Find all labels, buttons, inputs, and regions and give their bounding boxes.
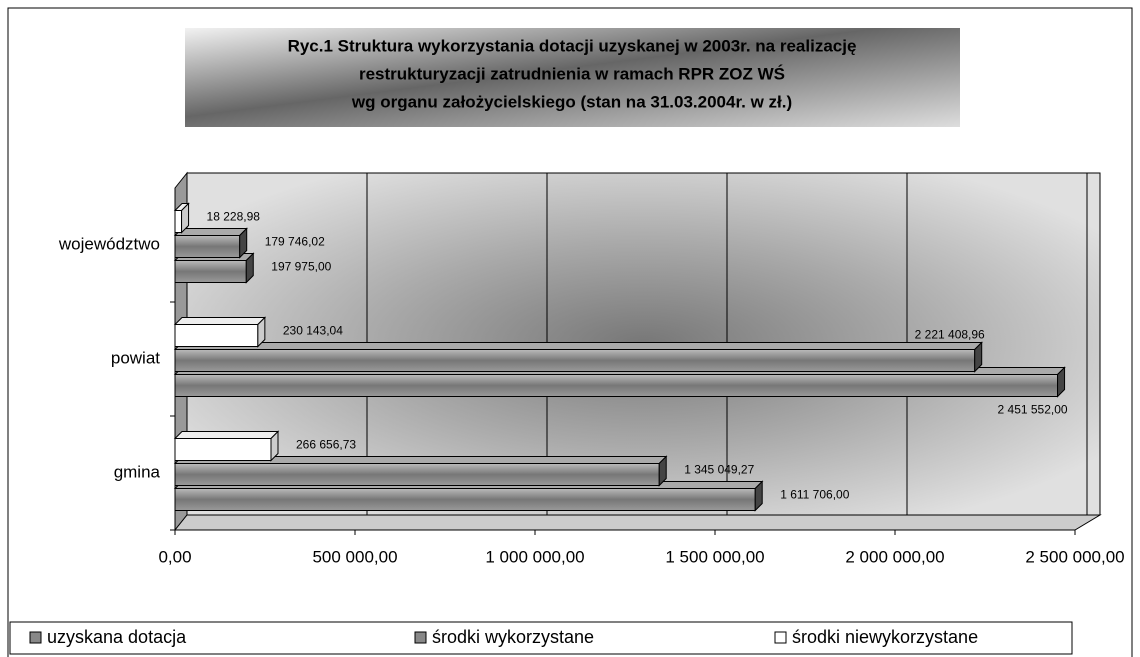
bar-top [173, 342, 983, 350]
x-tick-label: 0,00 [158, 547, 191, 566]
floor [173, 514, 1102, 531]
legend-label: środki wykorzystane [432, 627, 594, 647]
x-tick-label: 1 500 000,00 [665, 547, 764, 566]
data-label: 1 345 049,27 [684, 463, 754, 477]
bar [174, 438, 272, 461]
data-label: 179 746,02 [265, 235, 325, 249]
y-tick-label: gmina [114, 462, 161, 481]
title-line: restrukturyzacji zatrudnienia w ramach R… [359, 64, 785, 83]
legend-swatch [774, 631, 787, 644]
y-tick-label: województwo [58, 234, 160, 253]
bar [174, 374, 1059, 397]
bar-top [173, 431, 280, 439]
bar-side [1057, 366, 1066, 398]
data-label: 2 451 552,00 [998, 403, 1068, 417]
title-box [185, 28, 960, 127]
data-label: 2 221 408,96 [915, 328, 985, 342]
legend-label: uzyskana dotacja [47, 627, 187, 647]
bar [174, 488, 756, 511]
legend-swatch [29, 631, 42, 644]
data-label: 230 143,04 [283, 324, 343, 338]
y-tick-label: powiat [111, 348, 160, 367]
bar-side [239, 227, 248, 259]
legend-box [9, 621, 1073, 655]
title-line: wg organu założycielskiego (stan na 31.0… [351, 92, 792, 111]
legend-label: środki niewykorzystane [792, 627, 978, 647]
title: Ryc.1 Struktura wykorzystania dotacji uz… [288, 36, 857, 111]
bar [174, 324, 259, 347]
legend-swatch [414, 631, 427, 644]
bar [174, 463, 660, 486]
bar [174, 210, 183, 233]
bar-side [270, 430, 279, 462]
bar-side [658, 455, 667, 487]
bar-top [173, 228, 248, 236]
bar-side [257, 316, 266, 348]
bar [174, 349, 976, 372]
bar-side [245, 252, 254, 284]
data-label: 18 228,98 [207, 210, 261, 224]
data-label: 266 656,73 [296, 438, 356, 452]
x-tick-label: 2 000 000,00 [845, 547, 944, 566]
x-tick-label: 500 000,00 [312, 547, 397, 566]
bar-side [754, 480, 763, 512]
data-label: 1 611 706,00 [780, 488, 850, 502]
bar-side [974, 341, 983, 373]
x-tick-label: 1 000 000,00 [485, 547, 584, 566]
bar [174, 235, 241, 258]
bar [174, 260, 247, 283]
bar-side [181, 202, 190, 234]
title-line: Ryc.1 Struktura wykorzystania dotacji uz… [288, 36, 857, 55]
data-label: 197 975,00 [271, 260, 331, 274]
x-tick-label: 2 500 000,00 [1025, 547, 1124, 566]
bar-top [173, 317, 267, 325]
